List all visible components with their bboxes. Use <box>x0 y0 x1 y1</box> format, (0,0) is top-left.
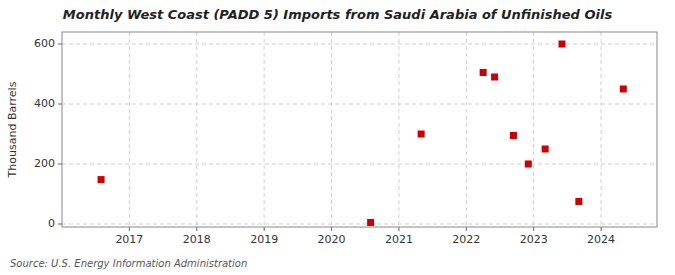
title: Monthly West Coast (PADD 5) Imports from… <box>63 7 613 22</box>
y-grid-line <box>62 224 657 225</box>
x-tick-label: 2017 <box>115 233 143 246</box>
x-grid-line <box>129 32 130 227</box>
point: 2023.67: 75 <box>575 198 582 205</box>
x-grid-line <box>196 32 197 227</box>
chart: 0 200 400 600 2017 2018 2019 2020 2021 2022 2023 20… <box>0 0 675 275</box>
y-axis-label: Thousand Barrels <box>6 81 19 178</box>
x-grid-line <box>533 32 534 227</box>
y-tick-label: 200 <box>34 157 55 170</box>
point: 2022.7: 295 <box>510 132 517 139</box>
y-tick-label: 400 <box>34 97 55 110</box>
point: 2023.42: 600 <box>558 41 565 48</box>
source-note: Source: U.S. Energy Information Administ… <box>10 258 247 269</box>
x-tick-label: 2022 <box>452 233 480 246</box>
x-tick <box>331 227 332 231</box>
point: 2023.17: 250 <box>542 146 549 153</box>
y-grid-line <box>62 164 657 165</box>
x-grid-line <box>331 32 332 227</box>
point: 2021.33: 300 <box>418 131 425 138</box>
y-tick <box>58 104 62 105</box>
x-tick <box>601 227 602 231</box>
axes: 0 200 400 600 2017 2018 2019 2020 2021 2022 2023 20… <box>34 37 615 246</box>
x-tick-label: 2021 <box>385 233 413 246</box>
y-tick-label: 0 <box>48 217 55 230</box>
y-tick <box>58 224 62 225</box>
x-tick-label: 2018 <box>183 233 211 246</box>
x-tick-label: 2019 <box>250 233 278 246</box>
plot-area <box>62 32 657 227</box>
x-grid-line <box>264 32 265 227</box>
x-tick <box>129 227 130 231</box>
point: 2020.58: 5 <box>367 219 374 226</box>
point: 2022.42: 490 <box>491 74 498 81</box>
grid <box>62 32 657 227</box>
x-tick-label: 2020 <box>318 233 346 246</box>
x-tick <box>398 227 399 231</box>
points: 2016.58: 148 2020.58: 5 2021.33: 300 2022.2… <box>98 41 627 227</box>
x-grid-line <box>466 32 467 227</box>
point: 2022.92: 200 <box>525 161 532 168</box>
y-tick-label: 600 <box>34 37 55 50</box>
point: 2024.33: 450 <box>620 86 627 93</box>
y-grid-line <box>62 44 657 45</box>
y-tick <box>58 44 62 45</box>
plot-frame <box>62 32 657 227</box>
x-tick <box>196 227 197 231</box>
x-tick-label: 2024 <box>587 233 615 246</box>
y-tick <box>58 164 62 165</box>
x-tick-label: 2023 <box>520 233 548 246</box>
point: 2016.58: 148 <box>98 176 105 183</box>
y-grid-line <box>62 104 657 105</box>
x-tick <box>533 227 534 231</box>
point: 2022.25: 505 <box>480 69 487 76</box>
x-tick <box>466 227 467 231</box>
x-grid-line <box>398 32 399 227</box>
x-grid-line <box>601 32 602 227</box>
x-tick <box>264 227 265 231</box>
